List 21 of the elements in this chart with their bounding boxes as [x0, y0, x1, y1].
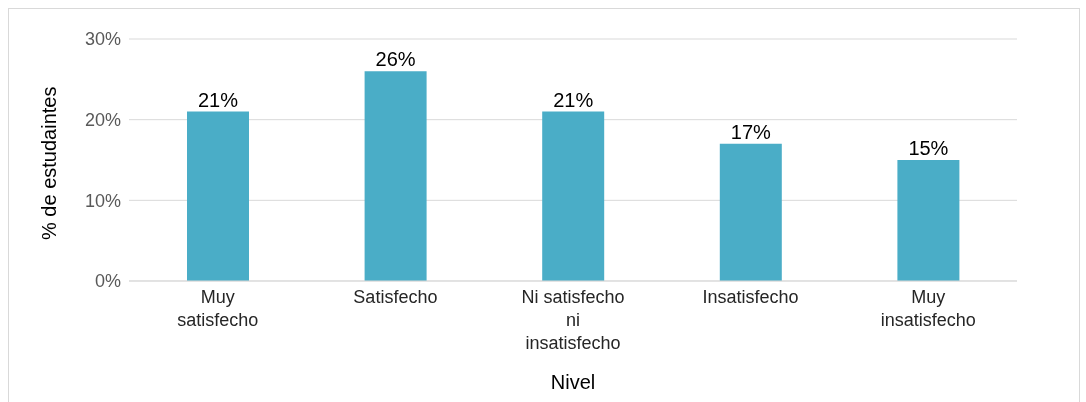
- x-tick-label: Muy insatisfecho: [880, 287, 976, 330]
- bar: [364, 71, 427, 281]
- data-label: 21%: [197, 88, 239, 111]
- data-label: 17%: [730, 120, 772, 143]
- x-axis-title: Nivel: [550, 371, 596, 393]
- x-tick-label: Ni satisfecho ni insatisfecho: [521, 287, 625, 353]
- x-tick-label: Satisfecho: [353, 287, 438, 307]
- data-label: 21%: [553, 88, 594, 111]
- bar: [719, 143, 782, 281]
- data-label: 26%: [375, 48, 416, 71]
- bar: [542, 111, 605, 281]
- x-tick-label: Muy satisfecho: [177, 287, 259, 330]
- y-tick-label: 10%: [84, 190, 121, 211]
- y-axis-title: % de estudaintes: [38, 86, 61, 240]
- data-label: 15%: [908, 137, 949, 159]
- x-tick-label: Insatisfecho: [702, 287, 799, 307]
- y-tick-label: 0%: [94, 271, 121, 292]
- y-tick-label: 20%: [84, 110, 121, 131]
- y-tick-label: 30%: [84, 29, 121, 50]
- bar: [187, 111, 249, 281]
- bar: [897, 160, 960, 281]
